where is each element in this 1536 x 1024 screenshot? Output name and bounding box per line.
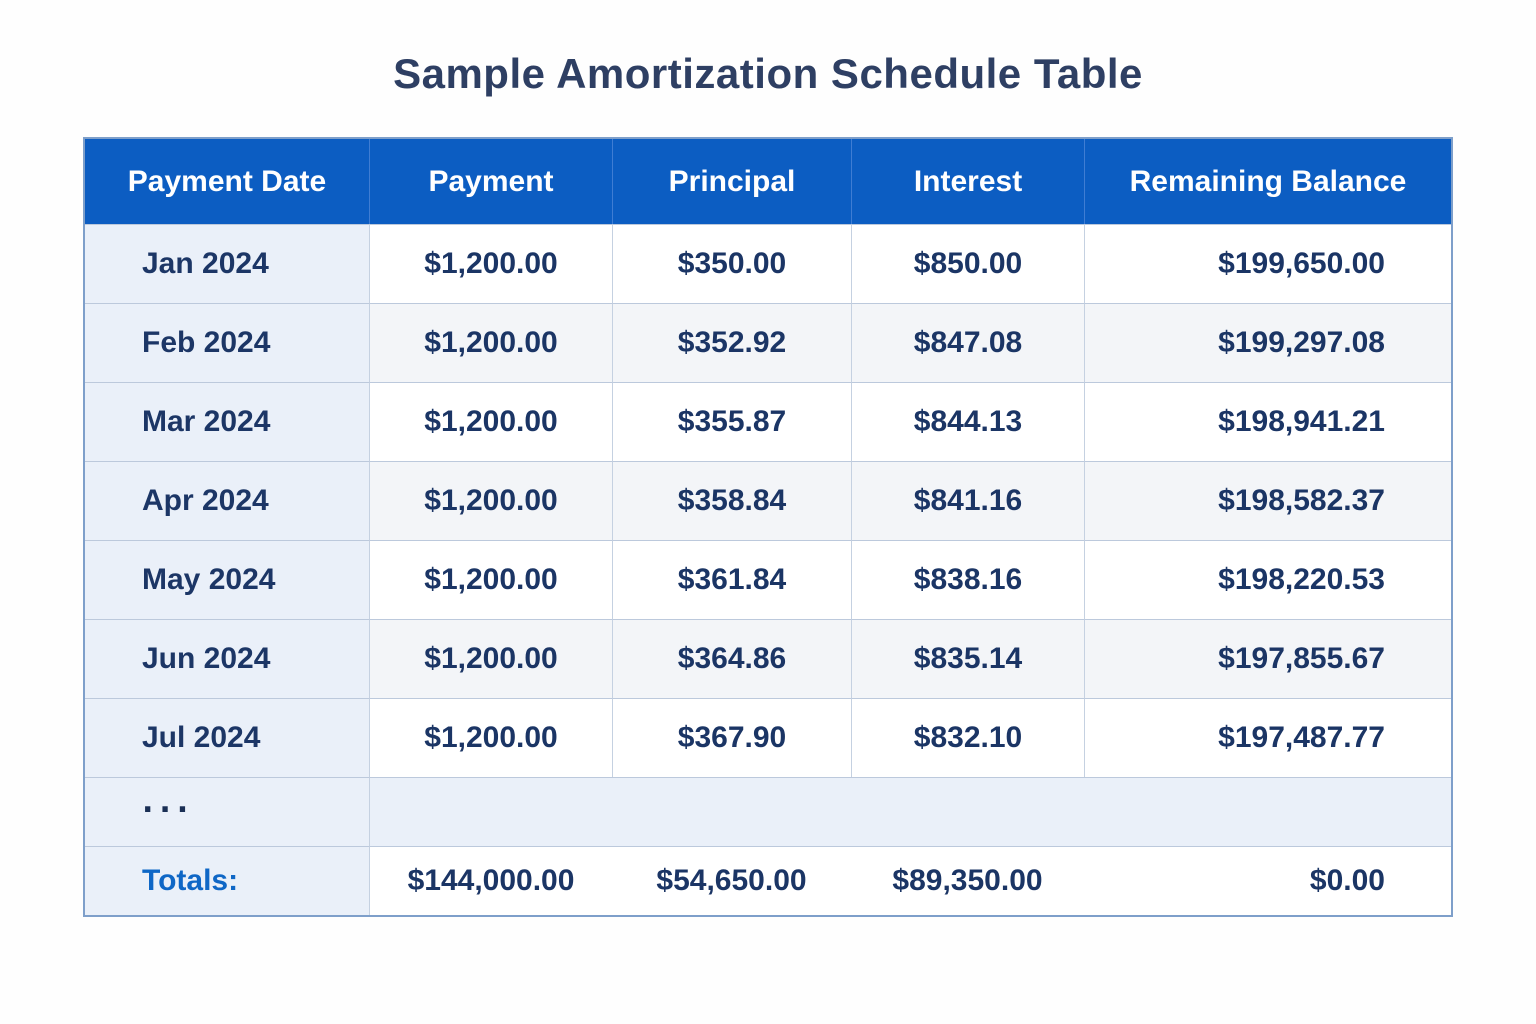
page-title: Sample Amortization Schedule Table <box>393 50 1143 97</box>
payment-cell: $1,200.00 <box>369 224 612 303</box>
interest-cell: $850.00 <box>851 224 1084 303</box>
totals-principal-cell: $54,650.00 <box>612 846 851 915</box>
totals-row: Totals: $144,000.00 $54,650.00 $89,350.0… <box>85 846 1451 915</box>
payment-date-cell: Feb 2024 <box>85 303 369 382</box>
ellipsis-row: ... <box>85 777 1451 846</box>
payment-date-cell: Jul 2024 <box>85 698 369 777</box>
column-header-principal: Principal <box>612 139 851 224</box>
remaining-balance-cell: $198,941.21 <box>1084 382 1451 461</box>
payment-date-cell: Jan 2024 <box>85 224 369 303</box>
principal-cell: $367.90 <box>612 698 851 777</box>
remaining-balance-cell: $198,582.37 <box>1084 461 1451 540</box>
payment-cell: $1,200.00 <box>369 540 612 619</box>
payment-cell: $1,200.00 <box>369 303 612 382</box>
table-row: Jan 2024 $1,200.00 $350.00 $850.00 $199,… <box>85 224 1451 303</box>
payment-cell: $1,200.00 <box>369 698 612 777</box>
column-header-payment-date: Payment Date <box>85 139 369 224</box>
principal-cell: $358.84 <box>612 461 851 540</box>
totals-interest-cell: $89,350.00 <box>851 846 1084 915</box>
payment-date-cell: May 2024 <box>85 540 369 619</box>
principal-cell: $364.86 <box>612 619 851 698</box>
column-header-interest: Interest <box>851 139 1084 224</box>
amortization-table: Payment Date Payment Principal Interest … <box>83 137 1453 917</box>
table-row: Feb 2024 $1,200.00 $352.92 $847.08 $199,… <box>85 303 1451 382</box>
column-header-payment: Payment <box>369 139 612 224</box>
interest-cell: $832.10 <box>851 698 1084 777</box>
ellipsis-cell: ... <box>85 777 369 846</box>
ellipsis-empty-cell <box>369 777 1451 846</box>
payment-cell: $1,200.00 <box>369 461 612 540</box>
table-row: Jun 2024 $1,200.00 $364.86 $835.14 $197,… <box>85 619 1451 698</box>
totals-label: Totals: <box>85 846 369 915</box>
column-header-remaining-balance: Remaining Balance <box>1084 139 1451 224</box>
remaining-balance-cell: $198,220.53 <box>1084 540 1451 619</box>
interest-cell: $838.16 <box>851 540 1084 619</box>
table-row: Apr 2024 $1,200.00 $358.84 $841.16 $198,… <box>85 461 1451 540</box>
totals-payment-cell: $144,000.00 <box>369 846 612 915</box>
table-row: May 2024 $1,200.00 $361.84 $838.16 $198,… <box>85 540 1451 619</box>
principal-cell: $350.00 <box>612 224 851 303</box>
interest-cell: $847.08 <box>851 303 1084 382</box>
payment-cell: $1,200.00 <box>369 619 612 698</box>
table-row: Mar 2024 $1,200.00 $355.87 $844.13 $198,… <box>85 382 1451 461</box>
remaining-balance-cell: $197,855.67 <box>1084 619 1451 698</box>
remaining-balance-cell: $199,650.00 <box>1084 224 1451 303</box>
remaining-balance-cell: $197,487.77 <box>1084 698 1451 777</box>
principal-cell: $352.92 <box>612 303 851 382</box>
payment-date-cell: Apr 2024 <box>85 461 369 540</box>
remaining-balance-cell: $199,297.08 <box>1084 303 1451 382</box>
table-row: Jul 2024 $1,200.00 $367.90 $832.10 $197,… <box>85 698 1451 777</box>
payment-date-cell: Jun 2024 <box>85 619 369 698</box>
principal-cell: $361.84 <box>612 540 851 619</box>
totals-remaining-balance-cell: $0.00 <box>1084 846 1451 915</box>
principal-cell: $355.87 <box>612 382 851 461</box>
payment-cell: $1,200.00 <box>369 382 612 461</box>
interest-cell: $844.13 <box>851 382 1084 461</box>
table-header-row: Payment Date Payment Principal Interest … <box>85 139 1451 224</box>
interest-cell: $841.16 <box>851 461 1084 540</box>
interest-cell: $835.14 <box>851 619 1084 698</box>
payment-date-cell: Mar 2024 <box>85 382 369 461</box>
